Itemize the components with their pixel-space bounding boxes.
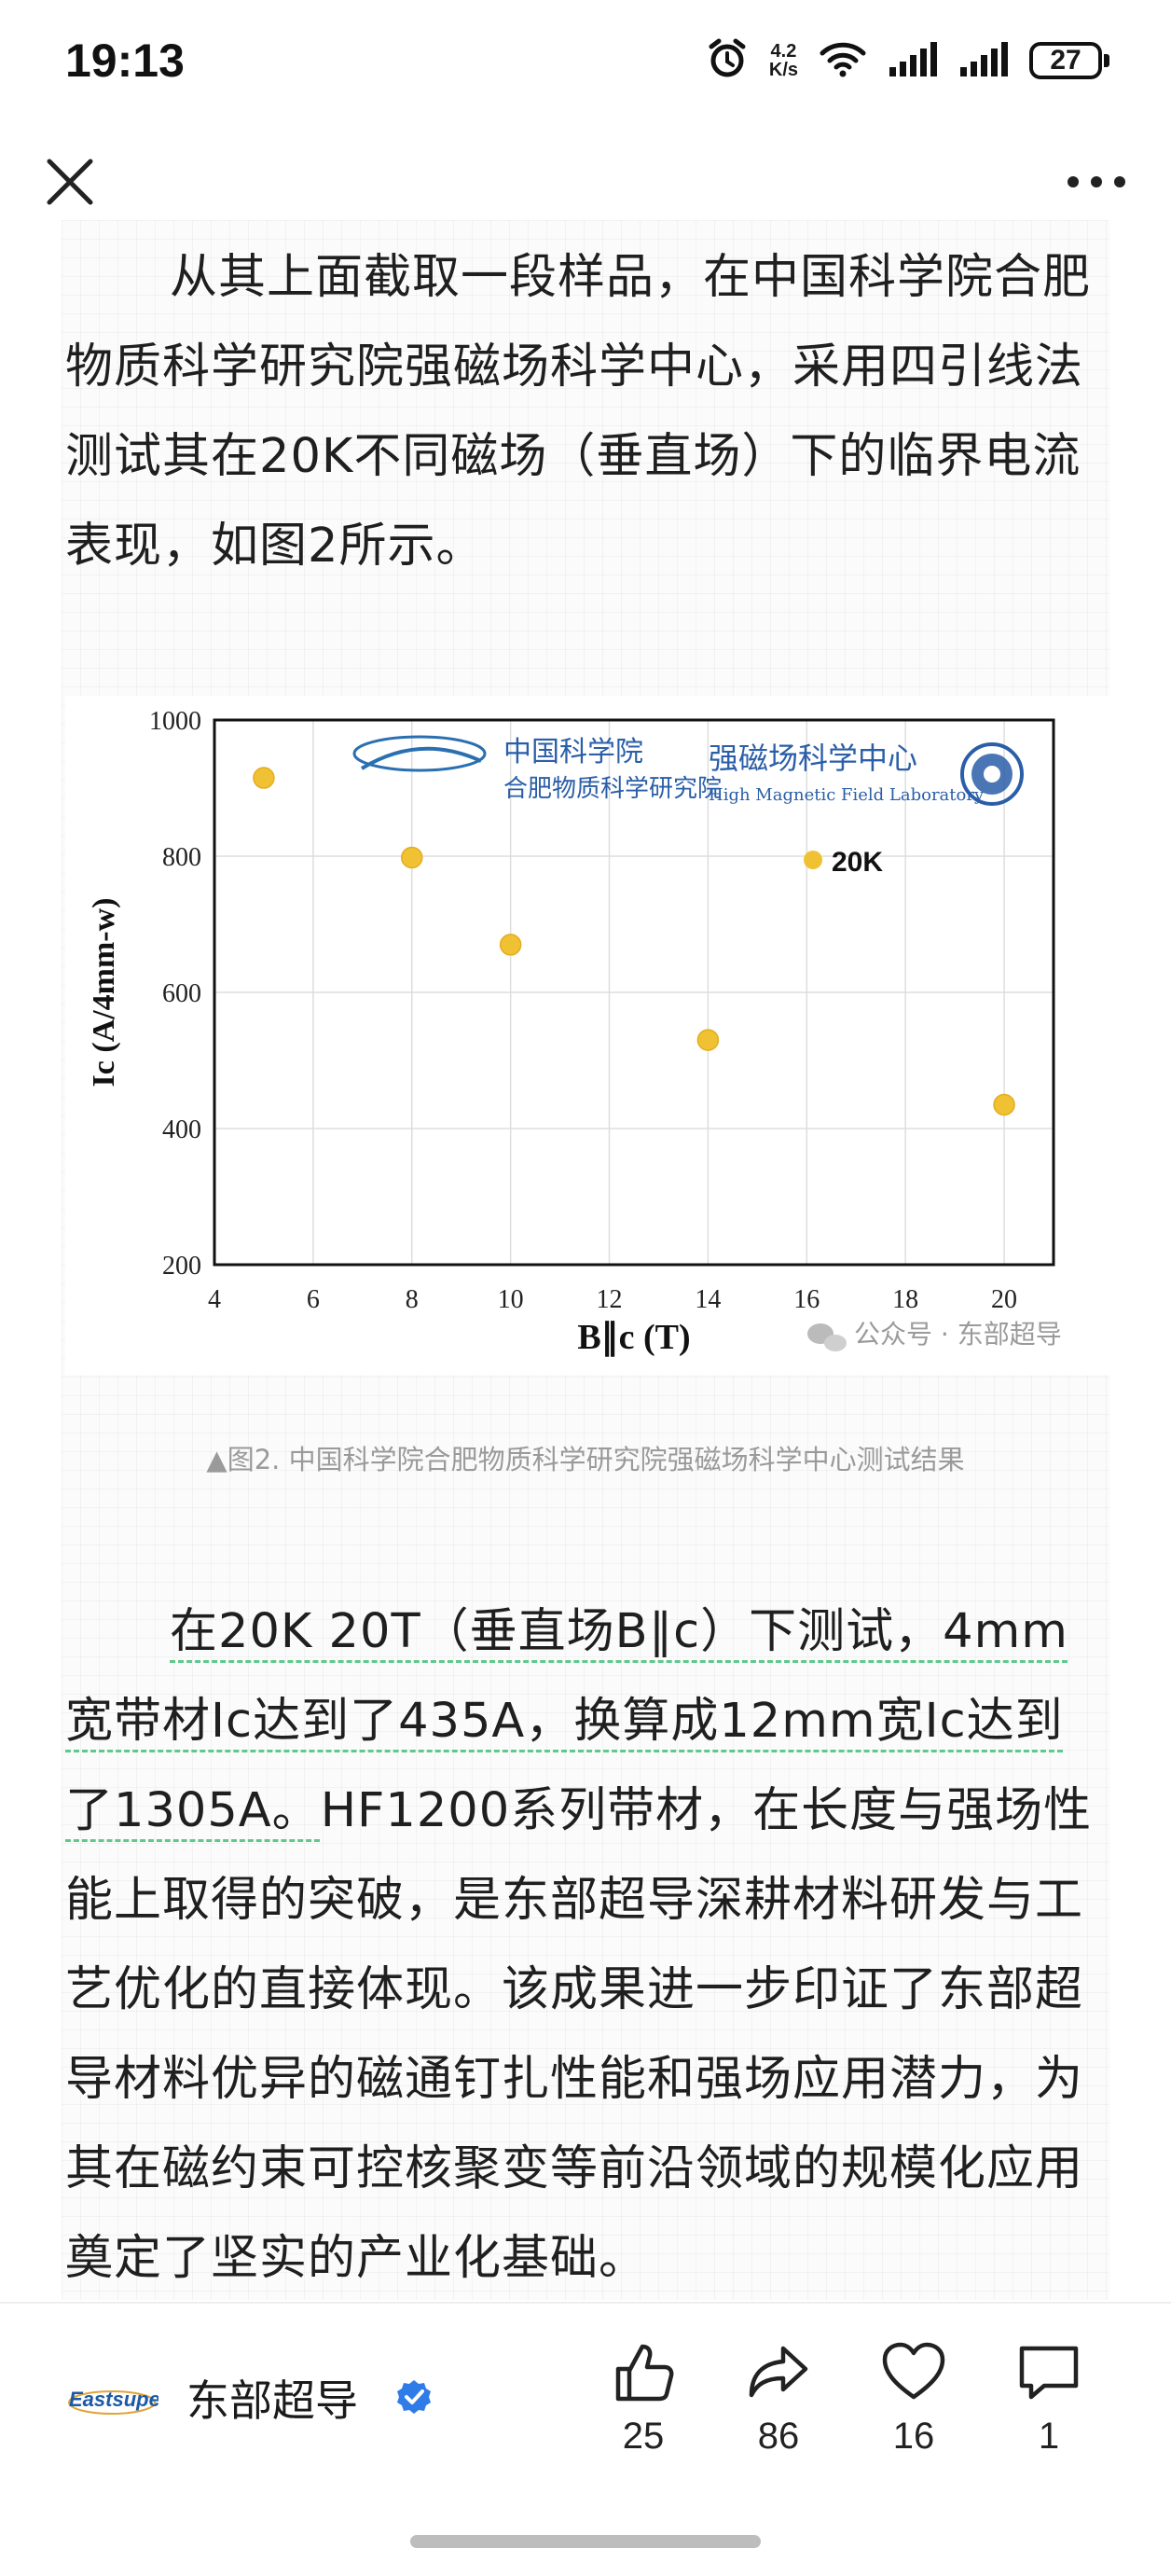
article-paragraph-2: 在20K 20T（垂直场B∥c）下测试，4mm宽带材Ic达到了435A，换算成1…	[65, 1587, 1109, 2304]
network-speed-unit: K/s	[768, 60, 798, 80]
author-name[interactable]: 东部超导	[186, 2375, 358, 2426]
legend-marker	[804, 851, 822, 869]
author-logo[interactable]: Eastsuper	[65, 2375, 170, 2427]
chart-ticks: 4 6 8 10 12 14 16 18 20 200 400 600 800 1000	[149, 707, 1017, 1314]
close-button[interactable]	[37, 149, 103, 215]
alarm-icon	[706, 37, 749, 84]
cas-logo	[352, 735, 487, 772]
y-tick-label: 600	[162, 979, 201, 1008]
data-point	[499, 934, 522, 956]
y-tick-label: 1000	[149, 707, 201, 736]
like-button[interactable]: 25	[592, 2341, 695, 2458]
watermark-text: 公众号 · 东部超导	[854, 1319, 1062, 1350]
share-icon	[749, 2346, 808, 2398]
figure-image[interactable]: 4 6 8 10 12 14 16 18 20 200 400 600 800 1000 中国科学院 合肥…	[65, 696, 1109, 1375]
wechat-icon	[807, 1323, 847, 1351]
x-tick-label: 16	[793, 1285, 820, 1314]
data-point	[993, 1093, 1015, 1116]
verified-badge-icon	[395, 2378, 433, 2416]
x-tick-label: 20	[991, 1285, 1017, 1314]
comment-icon	[1019, 2346, 1079, 2400]
hmfl-seal	[960, 742, 1024, 806]
battery-level: 27	[1029, 42, 1102, 79]
paragraph-1-text: 从其上面截取一段样品，在中国科学院合肥物质科学研究院强磁场科学中心，采用四引线法…	[65, 250, 1092, 574]
like-count: 25	[622, 2416, 665, 2457]
x-tick-label: 14	[695, 1285, 721, 1314]
status-icons: 4.2 K/s 27	[706, 37, 1109, 84]
x-tick-label: 18	[892, 1285, 918, 1314]
x-axis-label: B∥c (T)	[577, 1318, 690, 1357]
y-axis-label: Ic (A/4mm-w)	[87, 898, 121, 1087]
y-tick-label: 200	[162, 1252, 201, 1281]
y-tick-label: 800	[162, 843, 201, 872]
comment-button[interactable]: 1	[998, 2341, 1100, 2458]
network-speed-value: 4.2	[770, 41, 797, 62]
logo-cn-left: 中国科学院	[503, 736, 643, 769]
plot-frame	[213, 718, 1055, 1267]
battery-indicator: 27	[1029, 42, 1109, 79]
more-icon	[1068, 176, 1125, 187]
favorite-count: 16	[892, 2416, 935, 2457]
battery-tip	[1104, 54, 1109, 67]
article-paragraph-1: 从其上面截取一段样品，在中国科学院合肥物质科学研究院强磁场科学中心，采用四引线法…	[65, 233, 1109, 591]
legend-label-20k: 20K	[832, 847, 883, 878]
status-time: 19:13	[65, 35, 185, 87]
x-tick-label: 4	[208, 1285, 221, 1314]
share-count: 86	[757, 2416, 800, 2457]
close-icon	[47, 159, 93, 205]
wifi-icon	[819, 40, 867, 81]
home-indicator[interactable]	[410, 2535, 761, 2548]
favorite-button[interactable]: 16	[862, 2341, 965, 2458]
signal-icon	[888, 41, 938, 80]
data-point	[253, 767, 275, 789]
status-bar: 19:13 4.2 K/s 27	[0, 0, 1171, 140]
x-tick-label: 10	[498, 1285, 524, 1314]
bottom-action-bar: Eastsuper 东部超导 25 86 16 1	[0, 2302, 1171, 2576]
paragraph-2-text: HF1200系列带材，在长度与强场性能上取得的突破，是东部超导深耕材料研发与工艺…	[65, 1783, 1093, 2286]
signal-icon-2	[958, 41, 1009, 80]
x-tick-label: 6	[307, 1285, 320, 1314]
data-point	[696, 1029, 720, 1051]
author-logo-text: Eastsuper	[69, 2388, 158, 2411]
y-tick-label: 400	[162, 1115, 201, 1144]
chart-points	[253, 767, 1015, 1116]
x-tick-label: 8	[406, 1285, 419, 1314]
data-point	[401, 846, 423, 869]
share-button[interactable]: 86	[727, 2341, 830, 2458]
highlighted-sentence[interactable]: 在20K 20T（垂直场B∥c）下测试，4mm宽带材Ic达到了435A，换算成1…	[65, 1604, 1068, 1838]
more-options-button[interactable]	[1059, 159, 1134, 205]
chart-svg: 4 6 8 10 12 14 16 18 20 200 400 600 800 1000 中国科学院 合肥…	[87, 707, 1062, 1357]
figure-caption: ▲图2. 中国科学院合肥物质科学研究院强磁场科学中心测试结果	[206, 1444, 965, 1475]
logo-cn-left-sub: 合肥物质科学研究院	[503, 775, 722, 803]
logo-cn-right: 强磁场科学中心	[709, 741, 917, 776]
x-tick-label: 12	[597, 1285, 623, 1314]
logo-en-right: High Magnetic Field Laboratory	[709, 785, 985, 805]
comment-count: 1	[1038, 2416, 1060, 2457]
network-speed: 4.2 K/s	[769, 42, 798, 79]
thumbs-up-icon	[615, 2344, 674, 2402]
heart-icon	[882, 2342, 945, 2400]
